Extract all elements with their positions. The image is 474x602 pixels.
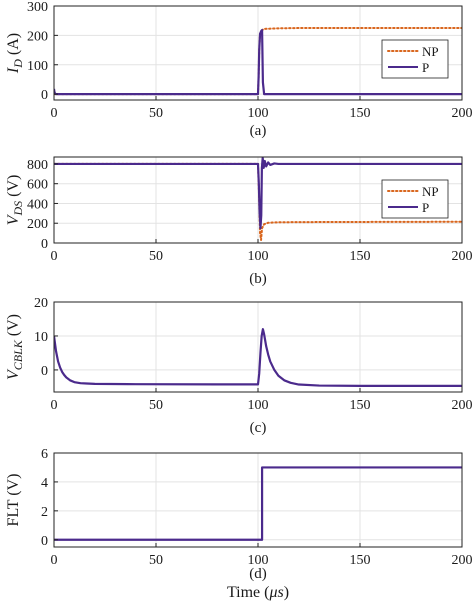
x-tick-label: 150: [350, 249, 371, 264]
legend: NPP: [381, 39, 449, 79]
x-tick-label: 100: [248, 398, 269, 413]
x-tick-label: 200: [452, 249, 473, 264]
y-tick-label: 10: [34, 330, 48, 345]
y-axis-label: FLT (V): [5, 474, 22, 527]
x-tick-label: 50: [149, 106, 163, 121]
y-tick-label: 6: [41, 447, 48, 462]
x-tick-label: 200: [452, 398, 473, 413]
x-tick-label: 100: [248, 106, 269, 121]
x-tick-label: 50: [149, 249, 163, 264]
legend: NPP: [381, 179, 449, 219]
series-line-p: [54, 28, 462, 96]
x-tick-label: 150: [350, 553, 371, 568]
legend-box: [381, 39, 449, 79]
y-tick-label: 20: [34, 296, 48, 311]
x-tick-label: 150: [350, 398, 371, 413]
y-axis-label: VCBLK (V): [5, 314, 25, 380]
panel-caption: (b): [249, 271, 267, 287]
x-tick-label: 100: [248, 249, 269, 264]
x-tick-label: 150: [350, 106, 371, 121]
legend-label-p: P: [422, 60, 429, 75]
panel-c: 0 50 100 150 200 0 10 20 VCBLK (V) (c): [5, 296, 473, 436]
legend-label-np: NP: [422, 44, 439, 59]
y-tick-label: 100: [27, 59, 48, 74]
x-tick-label: 200: [452, 553, 473, 568]
y-tick-label: 800: [27, 158, 48, 173]
x-tick-label: 0: [51, 249, 58, 264]
x-tick-label: 100: [248, 553, 269, 568]
x-tick-label: 0: [51, 106, 58, 121]
y-tick-label: 200: [27, 217, 48, 232]
x-tick-label: 50: [149, 398, 163, 413]
legend-label-np: NP: [422, 184, 439, 199]
x-tick-label: 200: [452, 106, 473, 121]
y-tick-label: 2: [41, 505, 48, 520]
y-tick-label: 300: [27, 0, 48, 15]
y-tick-label: 0: [41, 88, 48, 103]
panel-caption: (c): [250, 420, 267, 436]
y-tick-label: 4: [41, 476, 48, 491]
series-line-p: [54, 157, 462, 230]
y-tick-label: 0: [41, 237, 48, 252]
panel-caption: (a): [250, 123, 267, 139]
y-tick-label: 400: [27, 197, 48, 212]
legend-box: [381, 179, 449, 219]
x-axis-label: Time (μs): [227, 584, 289, 601]
legend-label-p: P: [422, 200, 429, 215]
panel-caption: (d): [249, 566, 267, 582]
y-tick-label: 0: [41, 534, 48, 549]
y-axis-label: ID (A): [5, 33, 25, 74]
series-line-p: [54, 466, 462, 541]
y-axis-label: VDS (V): [5, 175, 25, 226]
panel-d: 0 50 100 150 200 0 2 4 6 FLT (V) (d) Time (μs): [5, 447, 473, 601]
panel-a: 0 50 100 150 200 0 100 200 300 ID (A) (a) NPP: [5, 0, 473, 139]
y-tick-label: 0: [41, 364, 48, 379]
x-tick-label: 0: [51, 398, 58, 413]
x-tick-label: 0: [51, 553, 58, 568]
y-tick-label: 600: [27, 178, 48, 193]
x-tick-label: 50: [149, 553, 163, 568]
series-line-p: [54, 328, 462, 387]
y-tick-label: 200: [27, 29, 48, 44]
